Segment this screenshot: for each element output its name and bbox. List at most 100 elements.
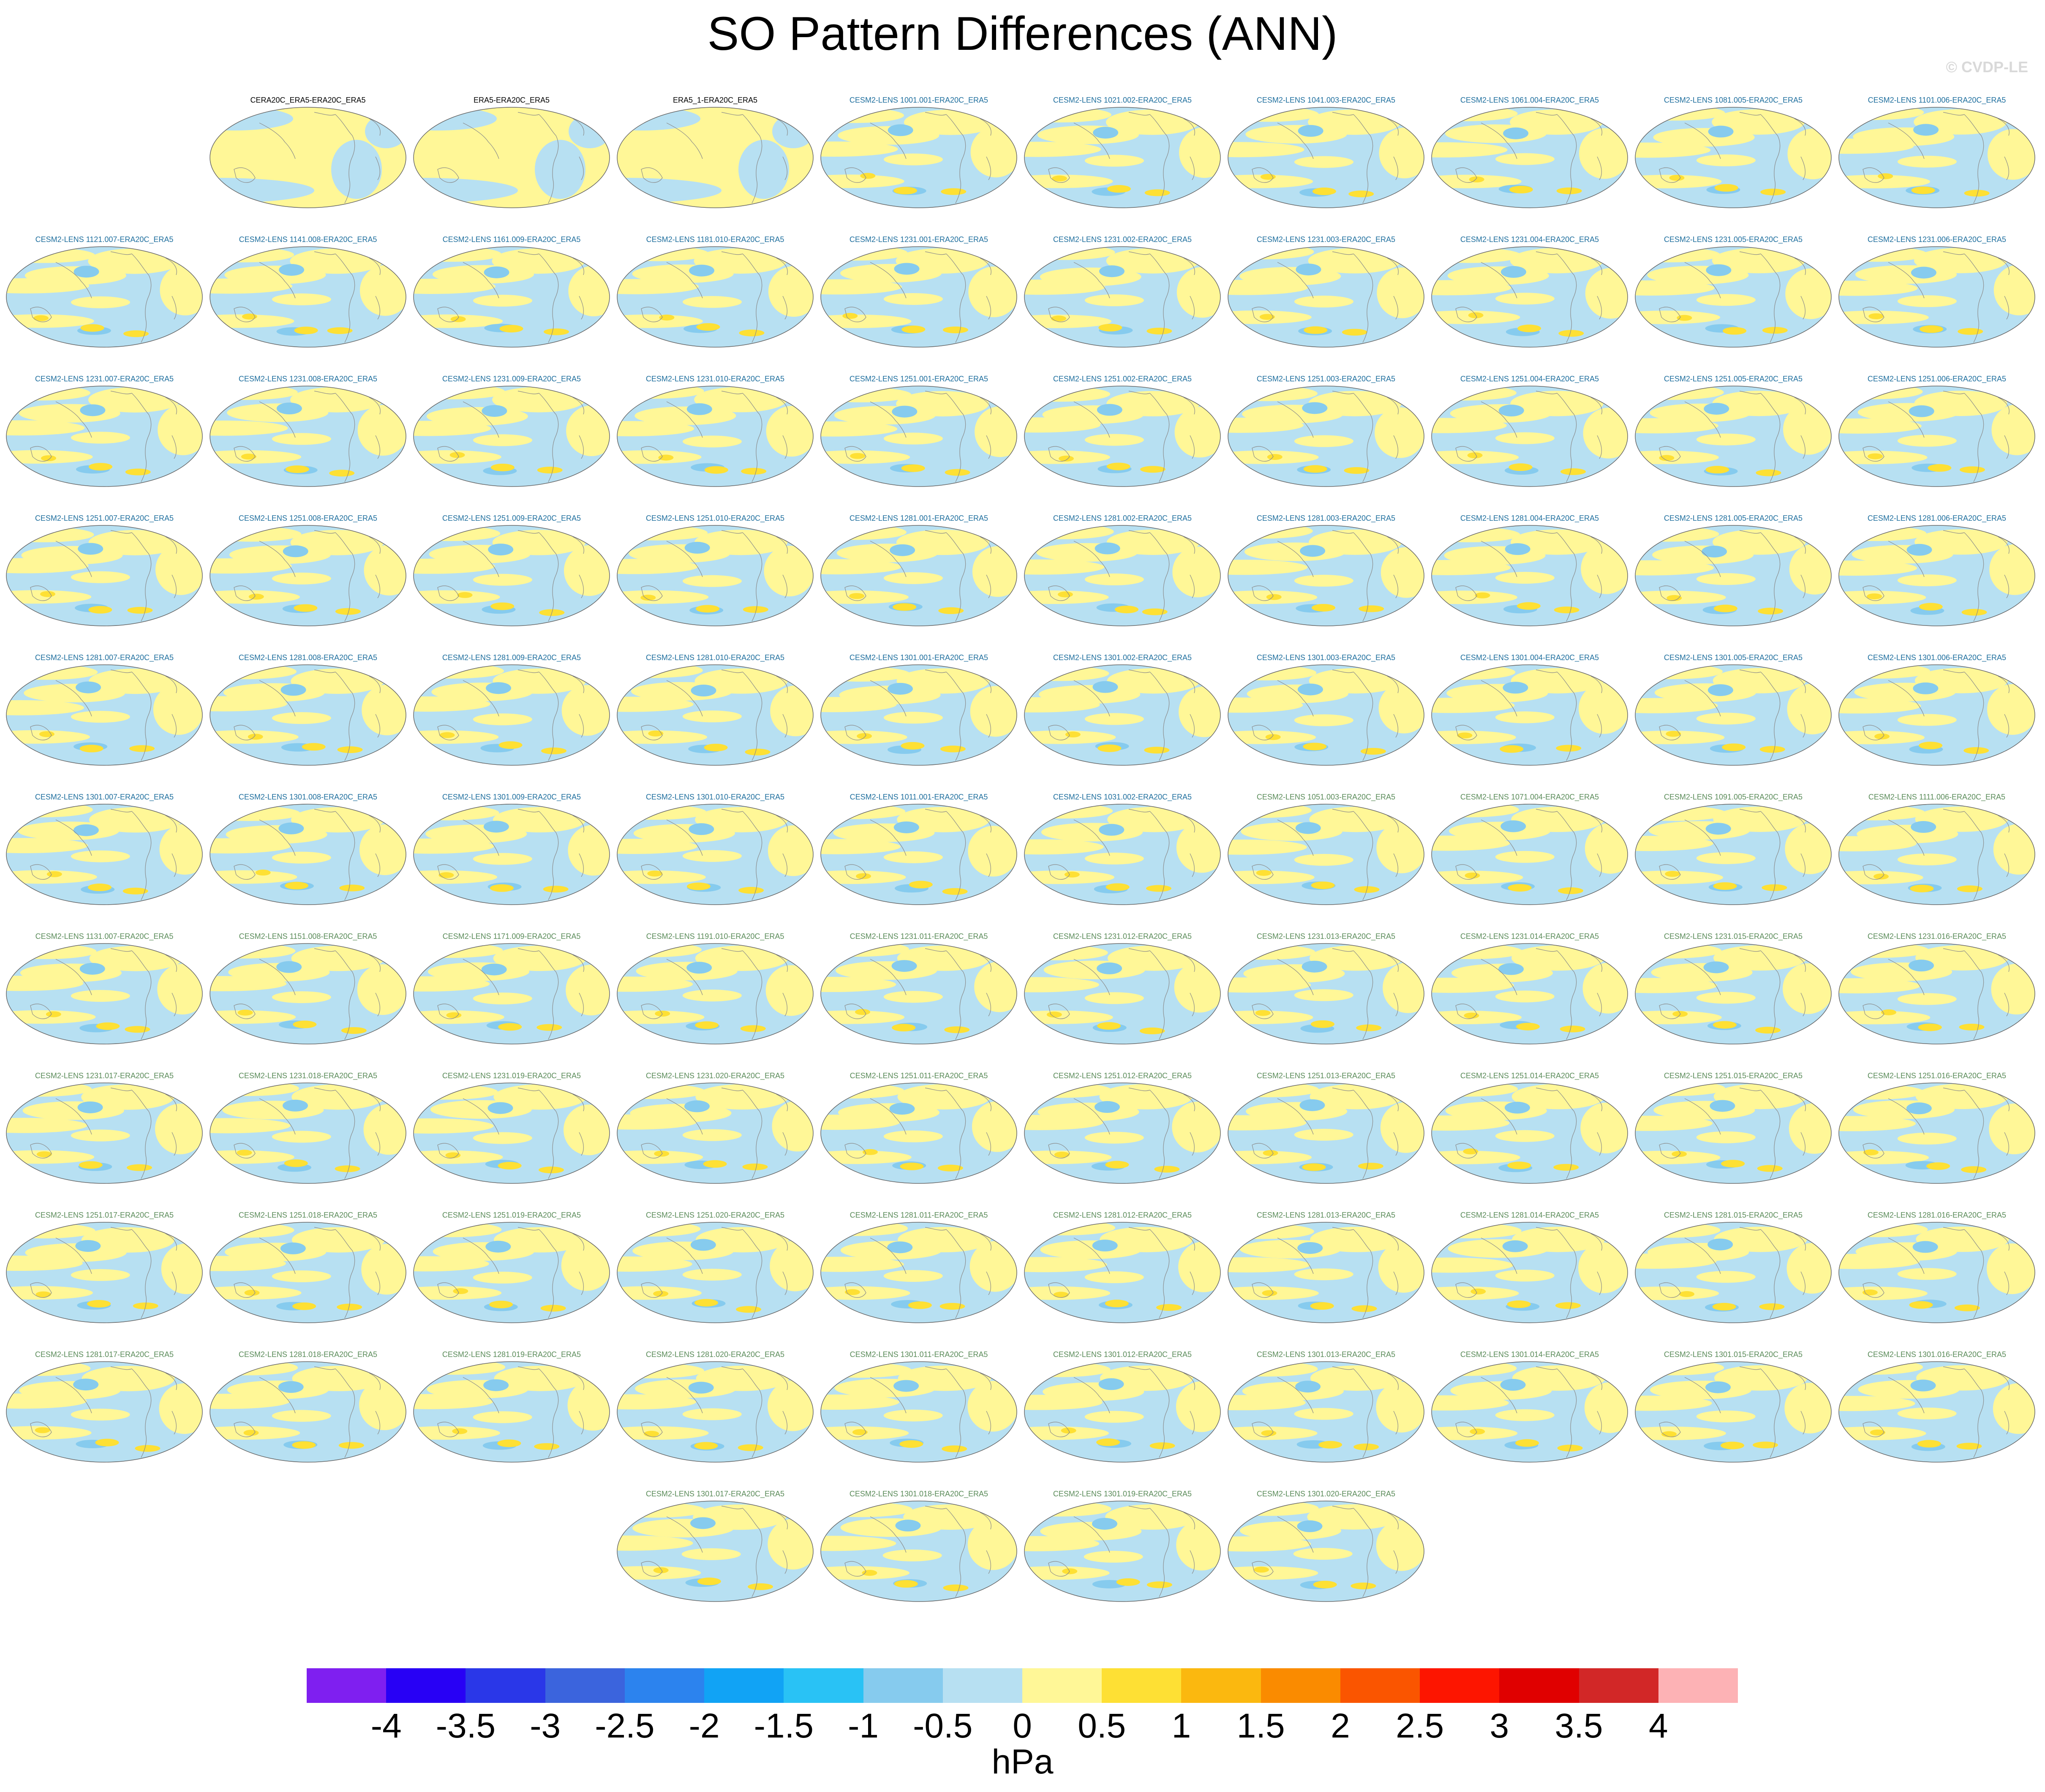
map-panel: CESM2-LENS 1251.002-ERA20C_ERA5 [1023,374,1222,488]
panel-title: CESM2-LENS 1231.002-ERA20C_ERA5 [1053,235,1192,244]
world-map-icon [1024,943,1221,1044]
panel-title: CESM2-LENS 1231.013-ERA20C_ERA5 [1256,932,1396,941]
colorbar-tick-label: 0.5 [1078,1707,1126,1745]
panel-title: CESM2-LENS 1231.015-ERA20C_ERA5 [1664,932,1803,941]
panel-title: CESM2-LENS 1251.007-ERA20C_ERA5 [35,514,174,522]
world-map-icon [413,804,610,905]
world-map-icon [820,107,1017,208]
colorbar-units-label: hPa [991,1743,1054,1781]
colorbar-tick-label: -2 [689,1707,720,1745]
panel-title: CESM2-LENS 1281.005-ERA20C_ERA5 [1664,514,1803,522]
map-panel: CESM2-LENS 1281.018-ERA20C_ERA5 [209,1349,407,1463]
world-map-icon [1228,386,1424,487]
colorbar-box [466,1668,546,1703]
map-panel: CESM2-LENS 1281.007-ERA20C_ERA5 [5,653,204,767]
map-panel: CESM2-LENS 1121.007-ERA20C_ERA5 [5,234,204,348]
world-map-icon [413,1222,610,1323]
map-panel: CESM2-LENS 1301.006-ERA20C_ERA5 [1838,653,2036,767]
panel-title: CESM2-LENS 1281.008-ERA20C_ERA5 [238,653,378,662]
map-panel: CESM2-LENS 1251.016-ERA20C_ERA5 [1838,1071,2036,1185]
colorbar-tick-label: -3.5 [436,1707,496,1745]
map-panel: CESM2-LENS 1251.003-ERA20C_ERA5 [1227,374,1425,488]
panel-title: CESM2-LENS 1301.002-ERA20C_ERA5 [1053,653,1192,662]
panel-title: CESM2-LENS 1281.004-ERA20C_ERA5 [1460,514,1599,522]
colorbar [307,1668,1738,1703]
world-map-icon [210,386,406,487]
panel-title: CESM2-LENS 1231.011-ERA20C_ERA5 [850,932,988,941]
world-map-icon [617,664,814,766]
map-panel: CESM2-LENS 1301.020-ERA20C_ERA5 [1227,1489,1425,1603]
world-map-icon [6,246,203,348]
map-panel: CESM2-LENS 1231.014-ERA20C_ERA5 [1430,931,1629,1045]
panel-title: CESM2-LENS 1071.004-ERA20C_ERA5 [1460,793,1599,801]
colorbar-tick-label: -1 [848,1707,879,1745]
panel-title: CESM2-LENS 1281.009-ERA20C_ERA5 [442,653,581,662]
map-panel: CESM2-LENS 1301.019-ERA20C_ERA5 [1023,1489,1222,1603]
colorbar-box [307,1668,387,1703]
world-map-icon [1228,1222,1424,1323]
panel-title: CESM2-LENS 1141.008-ERA20C_ERA5 [239,235,377,244]
map-panel: CESM2-LENS 1251.013-ERA20C_ERA5 [1227,1071,1425,1185]
panel-title: CERA20C_ERA5-ERA20C_ERA5 [250,96,366,104]
panel-title: CESM2-LENS 1281.006-ERA20C_ERA5 [1867,514,2007,522]
map-panel: CESM2-LENS 1281.014-ERA20C_ERA5 [1430,1210,1629,1324]
colorbar-box [1102,1668,1182,1703]
panel-title: CESM2-LENS 1151.008-ERA20C_ERA5 [239,932,377,941]
panel-title: CESM2-LENS 1301.005-ERA20C_ERA5 [1664,653,1803,662]
world-map-icon [617,107,814,208]
world-map-icon [1431,664,1628,766]
world-map-icon [1431,804,1628,905]
world-map-icon [6,943,203,1044]
world-map-icon [413,664,610,766]
panel-title: CESM2-LENS 1231.018-ERA20C_ERA5 [238,1071,378,1080]
world-map-icon [820,1222,1017,1323]
map-panel: CESM2-LENS 1251.007-ERA20C_ERA5 [5,513,204,627]
world-map-icon [617,1082,814,1184]
map-panel: CESM2-LENS 1281.011-ERA20C_ERA5 [820,1210,1018,1324]
panel-title: CESM2-LENS 1251.001-ERA20C_ERA5 [849,375,988,383]
colorbar-tick-label: -0.5 [913,1707,973,1745]
world-map-icon [1228,525,1424,626]
colorbar-tick-label: 3 [1490,1707,1509,1745]
world-map-icon [6,1361,203,1463]
colorbar-box [1261,1668,1341,1703]
map-panel: CESM2-LENS 1231.015-ERA20C_ERA5 [1634,931,1833,1045]
panel-title: CESM2-LENS 1281.015-ERA20C_ERA5 [1664,1211,1803,1219]
map-panel: CESM2-LENS 1281.003-ERA20C_ERA5 [1227,513,1425,627]
map-panel: CESM2-LENS 1301.002-ERA20C_ERA5 [1023,653,1222,767]
panel-title: CESM2-LENS 1231.006-ERA20C_ERA5 [1867,235,2007,244]
colorbar-box [1499,1668,1579,1703]
panel-title: CESM2-LENS 1301.014-ERA20C_ERA5 [1460,1350,1599,1359]
world-map-icon [210,943,406,1044]
world-map-icon [617,943,814,1044]
world-map-icon [820,246,1017,348]
panel-title: CESM2-LENS 1301.007-ERA20C_ERA5 [35,793,174,801]
map-panel: CESM2-LENS 1231.013-ERA20C_ERA5 [1227,931,1425,1045]
world-map-icon [6,386,203,487]
map-panel: CESM2-LENS 1251.018-ERA20C_ERA5 [209,1210,407,1324]
map-panel: CESM2-LENS 1301.011-ERA20C_ERA5 [820,1349,1018,1463]
map-panel: CESM2-LENS 1251.015-ERA20C_ERA5 [1634,1071,1833,1185]
map-panel: CESM2-LENS 1251.020-ERA20C_ERA5 [616,1210,814,1324]
world-map-icon [1431,107,1628,208]
map-panel: CESM2-LENS 1301.014-ERA20C_ERA5 [1430,1349,1629,1463]
panel-title: CESM2-LENS 1281.002-ERA20C_ERA5 [1053,514,1192,522]
world-map-icon [820,943,1017,1044]
panel-title: CESM2-LENS 1301.019-ERA20C_ERA5 [1053,1490,1192,1498]
world-map-icon [413,943,610,1044]
world-map-icon [210,525,406,626]
panel-title: CESM2-LENS 1161.009-ERA20C_ERA5 [442,235,581,244]
map-panel: CESM2-LENS 1231.010-ERA20C_ERA5 [616,374,814,488]
map-panel: CESM2-LENS 1301.017-ERA20C_ERA5 [616,1489,814,1603]
panel-title: CESM2-LENS 1031.002-ERA20C_ERA5 [1053,793,1192,801]
map-panel: CESM2-LENS 1231.003-ERA20C_ERA5 [1227,234,1425,348]
colorbar-tick-label: 0 [1013,1707,1032,1745]
world-map-icon [1635,664,1832,766]
watermark: © CVDP-LE [1946,58,2028,76]
map-panel: CESM2-LENS 1281.008-ERA20C_ERA5 [209,653,407,767]
world-map-icon [1838,246,2035,348]
world-map-icon [413,1361,610,1463]
panel-title: CESM2-LENS 1131.007-ERA20C_ERA5 [35,932,174,941]
panel-title: CESM2-LENS 1051.003-ERA20C_ERA5 [1256,793,1396,801]
map-panel: ERA5_1-ERA20C_ERA5 [616,95,814,209]
